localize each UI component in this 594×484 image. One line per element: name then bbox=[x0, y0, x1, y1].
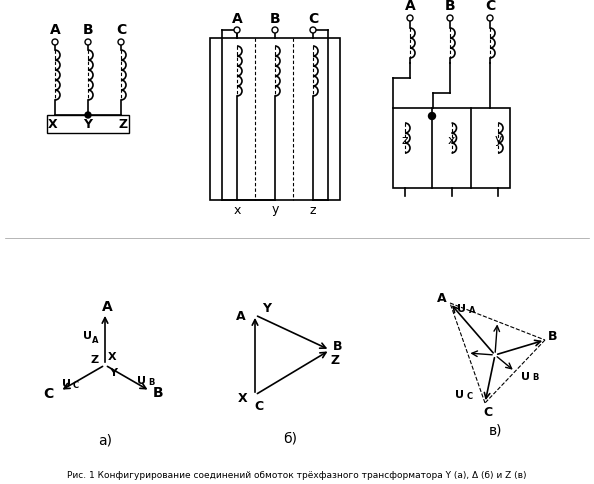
Text: x: x bbox=[233, 203, 241, 216]
Circle shape bbox=[310, 27, 316, 33]
Text: U: U bbox=[137, 376, 146, 386]
Bar bbox=[393, 108, 510, 188]
Circle shape bbox=[272, 27, 278, 33]
Text: B: B bbox=[148, 378, 154, 387]
Text: C: C bbox=[467, 392, 473, 401]
Text: C: C bbox=[72, 381, 78, 390]
Text: B: B bbox=[548, 331, 558, 344]
Text: U: U bbox=[62, 379, 71, 389]
Circle shape bbox=[85, 39, 91, 45]
Text: X: X bbox=[48, 118, 58, 131]
Text: y: y bbox=[494, 134, 502, 147]
Text: б): б) bbox=[283, 431, 297, 445]
Text: A: A bbox=[232, 12, 242, 26]
Text: x: x bbox=[448, 134, 455, 147]
Text: A: A bbox=[50, 23, 61, 37]
Text: Y: Y bbox=[84, 118, 93, 131]
Circle shape bbox=[85, 112, 91, 118]
Text: X: X bbox=[108, 352, 116, 362]
Circle shape bbox=[487, 15, 493, 21]
Text: C: C bbox=[308, 12, 318, 26]
Circle shape bbox=[52, 39, 58, 45]
Text: U: U bbox=[520, 372, 529, 381]
Bar bbox=[47, 115, 129, 133]
Text: Y: Y bbox=[263, 302, 271, 316]
Text: y: y bbox=[271, 203, 279, 216]
Text: B: B bbox=[445, 0, 456, 13]
Text: z: z bbox=[309, 203, 316, 216]
Text: B: B bbox=[532, 374, 538, 382]
Text: A: A bbox=[92, 336, 99, 345]
Text: B: B bbox=[333, 339, 343, 352]
Text: A: A bbox=[102, 300, 112, 314]
Text: Z: Z bbox=[91, 355, 99, 365]
Circle shape bbox=[234, 27, 240, 33]
Circle shape bbox=[118, 39, 124, 45]
Text: X: X bbox=[238, 393, 248, 406]
Text: A: A bbox=[437, 291, 447, 304]
Text: U: U bbox=[456, 390, 465, 400]
Text: A: A bbox=[236, 311, 246, 323]
Text: C: C bbox=[254, 400, 264, 413]
Circle shape bbox=[407, 15, 413, 21]
Text: Z: Z bbox=[330, 353, 340, 366]
Bar bbox=[210, 38, 340, 200]
Text: C: C bbox=[484, 407, 492, 420]
Text: B: B bbox=[83, 23, 93, 37]
Text: а): а) bbox=[98, 433, 112, 447]
Text: B: B bbox=[270, 12, 280, 26]
Text: U: U bbox=[457, 304, 466, 314]
Circle shape bbox=[447, 15, 453, 21]
Text: C: C bbox=[116, 23, 126, 37]
Text: A: A bbox=[405, 0, 415, 13]
Text: z: z bbox=[402, 134, 408, 147]
Text: C: C bbox=[485, 0, 495, 13]
Circle shape bbox=[428, 112, 435, 120]
Text: A: A bbox=[469, 306, 476, 315]
Text: в): в) bbox=[488, 423, 502, 437]
Text: Рис. 1 Конфигурирование соединений обмоток трёхфазного трансформатора Y (а), Δ (: Рис. 1 Конфигурирование соединений обмот… bbox=[67, 470, 527, 480]
Text: C: C bbox=[43, 387, 53, 401]
Text: Y: Y bbox=[109, 368, 117, 378]
Text: U: U bbox=[83, 332, 91, 341]
Text: Z: Z bbox=[118, 118, 128, 131]
Text: B: B bbox=[153, 386, 163, 400]
